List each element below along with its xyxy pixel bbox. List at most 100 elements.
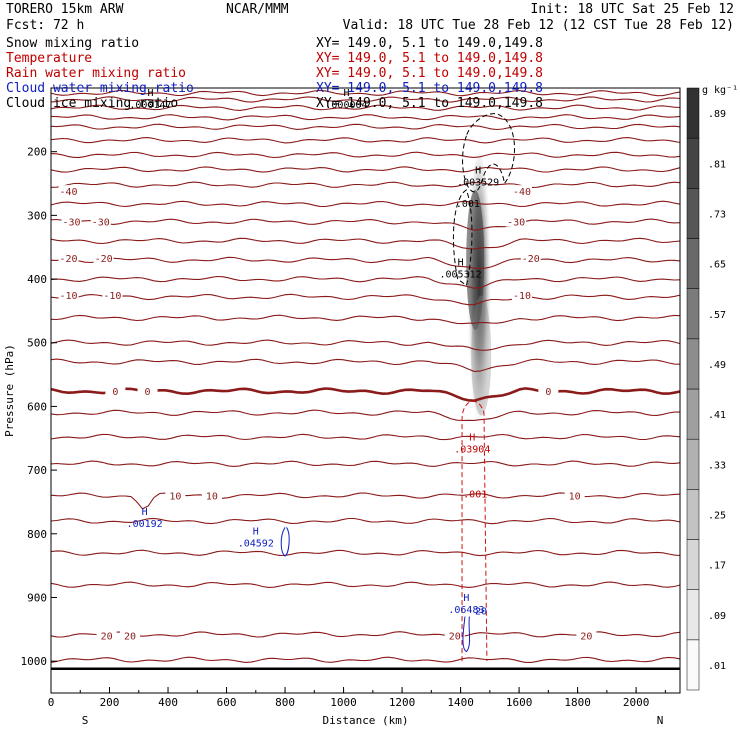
isotherm-label-bg bbox=[58, 185, 79, 197]
colorbar-swatch bbox=[686, 639, 700, 691]
isotherm-line bbox=[50, 339, 681, 351]
isotherm-label-bg bbox=[102, 288, 123, 300]
isotherm-label: -10 bbox=[103, 291, 121, 302]
colorbar-tick: .09 bbox=[708, 611, 726, 622]
isotherm-label-bg bbox=[512, 288, 533, 300]
isotherm-label-bg bbox=[58, 288, 79, 300]
y-tick-label: 800 bbox=[27, 528, 47, 541]
x-tick-label: 400 bbox=[158, 696, 178, 709]
y-tick-label: 900 bbox=[27, 591, 47, 604]
x-tick-label: 200 bbox=[100, 696, 120, 709]
isotherm-line bbox=[50, 631, 681, 638]
x-tick-label: 1800 bbox=[564, 696, 591, 709]
isotherm-label: 10 bbox=[206, 492, 218, 503]
isotherm-label: 10 bbox=[569, 492, 581, 503]
maximum-marker: H bbox=[463, 593, 469, 604]
x-end-label-right: N bbox=[657, 714, 664, 727]
init-time: Init: 18 UTC Sat 25 Feb 12 bbox=[531, 2, 735, 17]
colorbar-swatch bbox=[686, 338, 700, 390]
isotherm-label-bg bbox=[506, 215, 527, 227]
isotherm-label: -10 bbox=[60, 291, 78, 302]
colorbar-tick: .01 bbox=[708, 661, 726, 672]
legend: Snow mixing ratio XY= 149.0, 5.1 to 149.0… bbox=[6, 36, 543, 111]
maximum-marker: H bbox=[458, 258, 464, 269]
forecast-hour: Fcst: 72 h bbox=[6, 18, 84, 33]
y-tick-label: 400 bbox=[27, 273, 47, 286]
colorbar-swatch bbox=[686, 87, 700, 139]
x-tick-label: 1400 bbox=[447, 696, 474, 709]
colorbar-swatch bbox=[686, 539, 700, 590]
colorbar-tick: .33 bbox=[708, 460, 726, 471]
y-axis-label: Pressure (hPa) bbox=[3, 344, 16, 437]
isotherm-label: -30 bbox=[62, 218, 80, 229]
maximum-value: .000004 bbox=[325, 100, 367, 111]
isotherm-label: 20 bbox=[124, 632, 136, 643]
isotherm-label-bg bbox=[137, 385, 158, 397]
maximum-value: .000147 bbox=[129, 100, 171, 111]
cloud-water-contour bbox=[462, 616, 471, 653]
isotherm-line bbox=[50, 293, 681, 306]
isotherm-label-bg bbox=[512, 185, 533, 197]
isotherm-line bbox=[50, 581, 681, 588]
isotherm-label-bg bbox=[93, 252, 114, 264]
colorbar-swatch bbox=[686, 137, 700, 189]
maximum-marker: H bbox=[142, 507, 148, 518]
x-tick-label: 0 bbox=[48, 696, 55, 709]
isotherm-line bbox=[50, 218, 681, 231]
isotherm-label: 10 bbox=[169, 492, 181, 503]
colorbar-swatch bbox=[686, 188, 700, 239]
legend-xy: XY= 149.0, 5.1 to 149.0,149.8 bbox=[316, 36, 543, 51]
legend-name: Rain water mixing ratio bbox=[6, 66, 186, 81]
colorbar-tick: .81 bbox=[708, 159, 726, 170]
isotherm-line bbox=[50, 200, 681, 208]
colorbar-swatch bbox=[686, 438, 700, 490]
legend-name: Snow mixing ratio bbox=[6, 36, 139, 51]
isotherm-label-bg bbox=[538, 385, 559, 397]
x-tick-label: 600 bbox=[217, 696, 237, 709]
isotherm-line bbox=[50, 96, 681, 103]
maximum-marker: H bbox=[253, 526, 259, 537]
maximum-marker: H bbox=[343, 88, 349, 99]
isotherm-label: 20 bbox=[449, 632, 461, 643]
maximum-value: .03904 bbox=[454, 445, 490, 456]
center-title: NCAR/MMM bbox=[226, 2, 289, 17]
y-tick-label: 300 bbox=[27, 209, 47, 222]
isotherm-label-bg bbox=[201, 489, 222, 501]
isotherm-label: -10 bbox=[513, 291, 531, 302]
isotherm-label-bg bbox=[444, 629, 465, 641]
isotherm-label-bg bbox=[520, 252, 541, 264]
colorbar-tick: .49 bbox=[708, 360, 726, 371]
x-tick-label: 1000 bbox=[330, 696, 357, 709]
colorbar-tick: .73 bbox=[708, 209, 726, 220]
legend-xy: XY= 149.0, 5.1 to 149.0,149.8 bbox=[316, 96, 543, 111]
maximum-value: .005312 bbox=[440, 270, 482, 281]
isotherms: -40 -40 -30 -30 -30 -20 -20 -20 -10 -10 -10 0 0 0 10 10… bbox=[50, 89, 681, 671]
isotherm-label: 20 bbox=[101, 632, 113, 643]
isotherm-line bbox=[50, 275, 681, 289]
maximum-value: .003529 bbox=[457, 177, 499, 188]
maximum-marker: H bbox=[469, 433, 475, 444]
isotherm-line bbox=[50, 166, 681, 173]
isotherm-label: -20 bbox=[60, 254, 78, 265]
isotherm-line bbox=[50, 237, 681, 250]
x-axis-label: Distance (km) bbox=[322, 714, 408, 727]
colorbar-tick: .57 bbox=[708, 310, 726, 321]
colorbar-tick: .65 bbox=[708, 260, 726, 271]
colorbar-swatch bbox=[686, 589, 700, 641]
colorbar-tick: .25 bbox=[708, 510, 726, 521]
isotherm-label: -30 bbox=[92, 218, 110, 229]
isotherm-line bbox=[50, 123, 681, 131]
maximum-marker: H bbox=[475, 165, 481, 176]
isotherm-label: -20 bbox=[95, 254, 113, 265]
colorbar-tick: .89 bbox=[708, 109, 726, 120]
isotherm-line bbox=[50, 256, 681, 269]
colorbar: .01 .09 .17 .25 .33 .41 .49 .57 .65 .73 .81 .89 g kg… bbox=[686, 85, 738, 691]
x-tick-label: 2000 bbox=[623, 696, 650, 709]
isotherm-label-bg bbox=[564, 489, 585, 501]
isotherm-label: -40 bbox=[60, 187, 78, 198]
isotherm-label: -40 bbox=[513, 187, 531, 198]
legend-name: Cloud water mixing ratio bbox=[6, 81, 194, 96]
rain-contour bbox=[461, 400, 488, 662]
colorbar-swatch bbox=[686, 388, 700, 440]
